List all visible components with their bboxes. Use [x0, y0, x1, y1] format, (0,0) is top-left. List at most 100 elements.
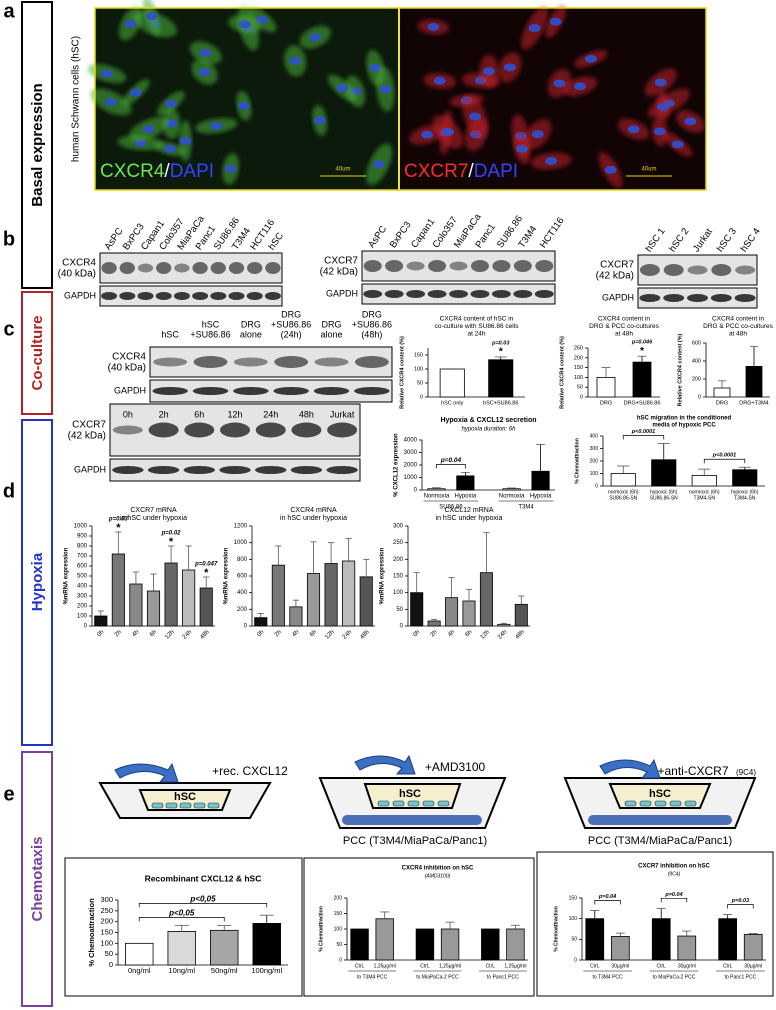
x-tick-label: Normoxia: [499, 494, 525, 500]
band: [354, 356, 389, 368]
chart-title: CXCR4 content in: [712, 316, 764, 323]
annotation: p=0.04: [440, 457, 462, 464]
bar: [342, 560, 356, 627]
nucleus: [210, 121, 223, 130]
annotation: p<0,05: [189, 894, 216, 903]
stain-label: CXCR7/DAPI: [404, 161, 518, 182]
band: [119, 292, 136, 300]
error-bar: [500, 622, 507, 625]
y-tick-label: 0: [109, 960, 113, 969]
bracket: [138, 903, 268, 908]
y-tick-label: 100: [590, 471, 599, 477]
scale-label: 40um: [335, 167, 350, 173]
bar: [111, 553, 125, 627]
bar: [585, 918, 605, 961]
bar: [718, 918, 738, 961]
nucleus: [528, 24, 541, 33]
nucleus: [573, 82, 586, 91]
nucleus: [654, 78, 667, 87]
row-box: [21, 1, 53, 289]
x-tick-label: 12h: [164, 629, 175, 640]
bracket: [727, 904, 754, 909]
lane-label: 24h: [263, 409, 278, 419]
y-axis-label: % Chemoattraction: [87, 898, 96, 967]
y-tick-label: 100: [100, 938, 113, 947]
y-tick-label: 200: [100, 917, 113, 926]
x-tick-label: 12h: [480, 629, 491, 640]
x-tick-label: 1,25µg/ml: [439, 963, 461, 969]
x-tick-label: normoxic (6h): [608, 489, 639, 495]
x-tick-label: CtrL: [590, 963, 600, 969]
y-tick-label: 0: [400, 624, 404, 630]
row-box: [21, 751, 53, 1007]
cell: [179, 802, 192, 809]
error-bar: [310, 541, 317, 574]
bar: [252, 923, 281, 966]
y-tick-label: 0: [339, 957, 342, 963]
band: [219, 466, 251, 474]
blot-target-label: CXCR7: [324, 256, 358, 267]
y-tick-label: 150: [100, 927, 113, 936]
nucleus: [503, 63, 516, 72]
band: [711, 264, 732, 276]
pcc-layer: [342, 815, 482, 825]
bar: [94, 615, 108, 627]
band: [174, 263, 190, 273]
panel-letter: d: [3, 480, 15, 502]
cell: [437, 800, 450, 807]
blot-target-label: (42 kDa): [320, 267, 358, 278]
x-tick-label: 0h: [256, 629, 265, 638]
x-tick-label: 0h: [412, 629, 421, 638]
chart-title: CXCR7 mRNA: [130, 507, 177, 514]
lane-label: alone: [320, 329, 342, 339]
bar: [210, 929, 239, 966]
y-tick-label: 800: [237, 557, 248, 563]
cell: [207, 802, 220, 809]
blot-control: [149, 379, 393, 403]
bar: [610, 936, 630, 961]
nucleus: [671, 140, 684, 149]
band: [265, 262, 281, 274]
blot-control-label: GAPDH: [326, 288, 358, 298]
lane-label: AsPC: [366, 224, 389, 250]
blot-target-label: (42 kDa): [596, 271, 634, 282]
band: [384, 290, 404, 298]
chart-title: at 24h: [467, 331, 485, 338]
y-tick-label: 800: [77, 544, 88, 550]
x-tick-label: Hypoxia: [530, 494, 552, 500]
bar: [481, 928, 500, 961]
bar: [462, 600, 476, 627]
nucleus: [198, 68, 211, 77]
x-tick-label: Normoxia: [424, 494, 450, 500]
band: [639, 264, 660, 276]
y-tick-label: 200: [237, 607, 248, 613]
nucleus: [237, 101, 250, 110]
x-tick-label: DRG: [716, 400, 728, 406]
x-tick-label: 4h: [291, 629, 300, 638]
band: [470, 260, 489, 272]
row-box: [21, 291, 53, 415]
bracket: [622, 435, 665, 440]
lane-label: (24h): [281, 329, 302, 339]
bar: [410, 592, 424, 627]
error-bar: [448, 577, 455, 598]
bar: [691, 474, 717, 487]
bar: [440, 928, 460, 961]
band: [137, 263, 154, 273]
bar: [427, 620, 441, 627]
band: [156, 262, 172, 274]
nucleus: [482, 67, 495, 76]
y-tick-label: 100: [393, 590, 404, 596]
lane-label: Jurkat: [330, 409, 355, 419]
stain: DAPI: [170, 161, 214, 182]
y-tick-label: 200: [393, 557, 404, 563]
x-tick-label: 12h: [324, 629, 335, 640]
error-bar: [738, 466, 751, 470]
bar: [439, 368, 465, 398]
band: [148, 422, 179, 438]
chart-title: CXCR7 inhibition on hSC: [638, 864, 710, 870]
y-tick-label: 300: [100, 895, 113, 904]
nucleus: [427, 22, 440, 31]
group-label: to MiaPaCa-2 PCC: [653, 974, 696, 980]
side-label: human Schwann cells (hSC): [71, 36, 82, 162]
